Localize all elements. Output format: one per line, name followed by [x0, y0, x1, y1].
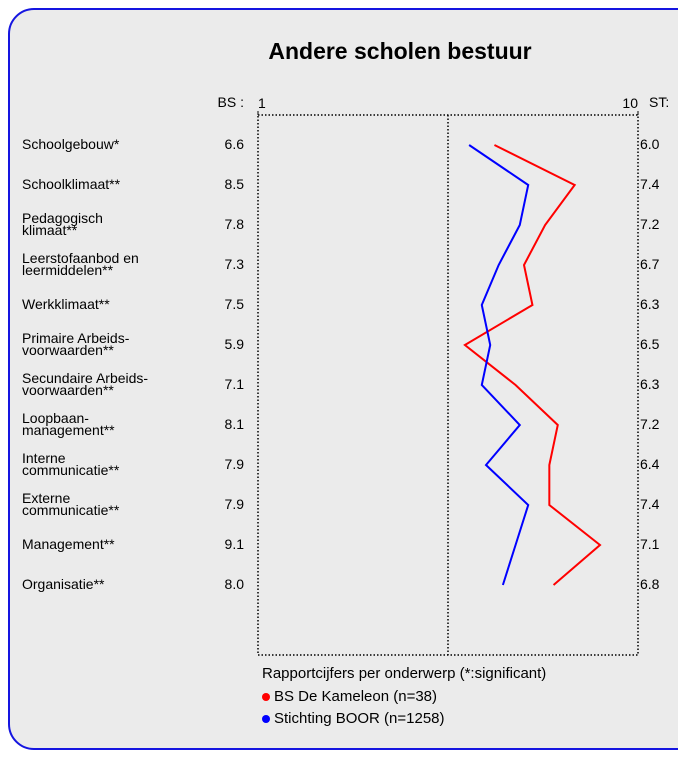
category-label: Interne communicatie**	[22, 450, 120, 478]
x-axis-label: Rapportcijfers per onderwerp (*:signific…	[262, 665, 547, 682]
category-label: Leerstofaanbod en leermiddelen**	[22, 250, 139, 278]
value-label: 5.9	[224, 336, 244, 352]
value-label: 7.4	[640, 496, 660, 512]
value-label: 6.3	[640, 376, 660, 392]
value-label: 8.5	[224, 176, 244, 192]
category-label: Werkklimaat**	[22, 296, 110, 312]
value-label: 6.3	[640, 296, 660, 312]
legend-marker	[262, 715, 270, 723]
value-label: 7.9	[224, 496, 244, 512]
value-label: 6.5	[640, 336, 660, 352]
value-label: 6.0	[640, 136, 660, 152]
value-label: 6.6	[224, 136, 244, 152]
x-tick-label: 10	[622, 95, 638, 111]
value-label: 7.3	[224, 256, 244, 272]
category-label: Schoolgebouw*	[22, 136, 120, 152]
value-label: 8.0	[224, 576, 244, 592]
legend-label: BS De Kameleon (n=38)	[274, 688, 438, 705]
value-label: 6.8	[640, 576, 660, 592]
legend-marker	[262, 693, 270, 701]
category-label: Schoolklimaat**	[22, 176, 121, 192]
category-label: Organisatie**	[22, 576, 105, 592]
column-label: BS :	[217, 94, 244, 110]
value-label: 7.2	[640, 216, 660, 232]
category-label: Management**	[22, 536, 115, 552]
panel	[8, 8, 678, 750]
series-line	[463, 144, 602, 586]
category-label: Loopbaan- management**	[22, 410, 115, 438]
value-label: 6.4	[640, 456, 660, 472]
legend-label: Stichting BOOR (n=1258)	[274, 710, 445, 727]
category-label: Secundaire Arbeids- voorwaarden**	[22, 370, 149, 398]
chart-title: Andere scholen bestuur	[268, 38, 532, 64]
column-label: ST:	[649, 94, 670, 110]
value-label: 7.1	[640, 536, 660, 552]
value-label: 6.7	[640, 256, 660, 272]
value-label: 7.8	[224, 216, 244, 232]
series-line	[468, 144, 530, 586]
value-label: 7.1	[224, 376, 244, 392]
value-label: 8.1	[224, 416, 244, 432]
value-label: 7.5	[224, 296, 244, 312]
x-tick-label: 1	[258, 95, 266, 111]
value-label: 9.1	[224, 536, 244, 552]
value-label: 7.4	[640, 176, 660, 192]
category-label: Pedagogisch klimaat**	[22, 210, 103, 238]
value-label: 7.2	[640, 416, 660, 432]
category-label: Externe communicatie**	[22, 490, 120, 518]
value-label: 7.9	[224, 456, 244, 472]
category-label: Primaire Arbeids- voorwaarden**	[22, 330, 130, 358]
